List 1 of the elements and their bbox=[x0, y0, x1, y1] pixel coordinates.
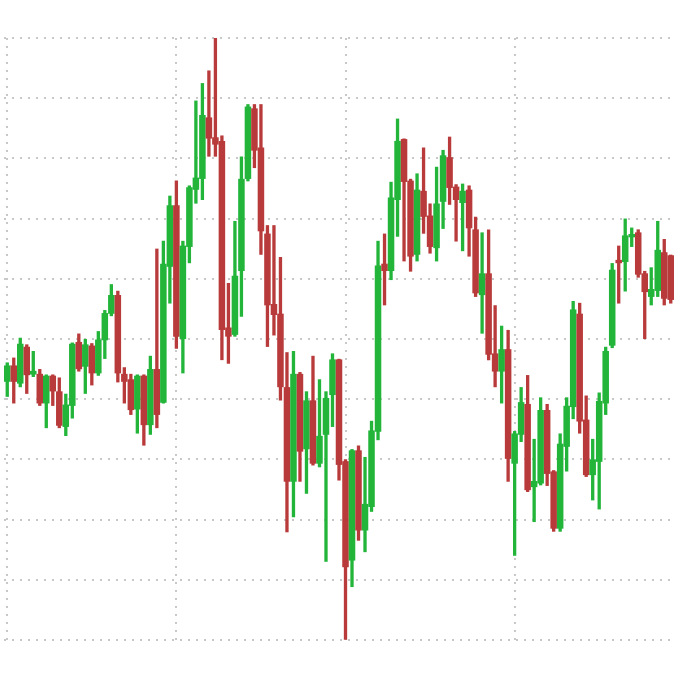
candlestick bbox=[478, 232, 486, 334]
